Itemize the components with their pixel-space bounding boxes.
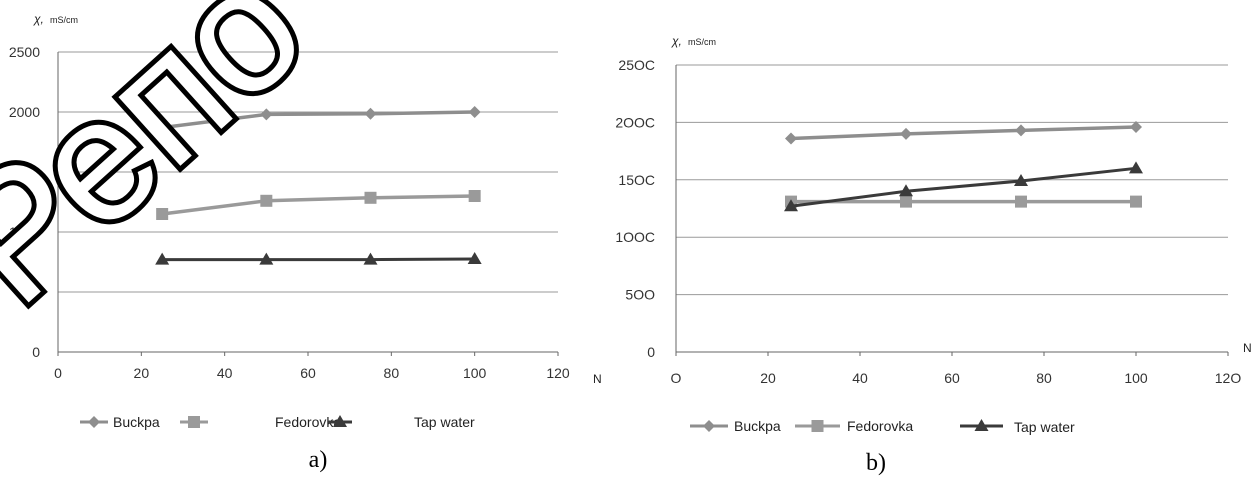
data-point-diamond-legend-0 <box>88 416 100 428</box>
data-point-diamond-2 <box>364 107 377 120</box>
x-tick-label: 100 <box>1124 370 1148 386</box>
watermark: Репо <box>0 0 345 345</box>
data-point-square-1 <box>260 194 273 207</box>
x-tick-label: 60 <box>944 370 960 386</box>
data-point-triangle-2 <box>1014 173 1028 186</box>
y-axis-symbol: χ, <box>33 12 44 26</box>
data-point-diamond-1 <box>900 127 912 140</box>
series-line-buckpa <box>790 125 1137 141</box>
figure-caption: a) <box>309 447 328 473</box>
data-point-square-2 <box>364 191 377 204</box>
x-tick-label: 40 <box>852 370 868 386</box>
x-tick-label: 20 <box>760 370 776 386</box>
y-tick-label: 25OC <box>618 57 655 73</box>
data-point-triangle-1 <box>259 252 274 265</box>
y-tick-label: 2500 <box>9 44 40 60</box>
x-tick-label: 12O <box>1215 370 1242 386</box>
data-point-triangle-0 <box>784 199 798 212</box>
y-axis-unit: mS/cm <box>50 15 78 25</box>
data-point-triangle-legend-2 <box>333 415 347 427</box>
data-point-triangle-3 <box>1129 161 1143 174</box>
legend-label: Fedorovka <box>275 414 341 430</box>
y-tick-label: 2OOC <box>615 114 655 130</box>
data-point-triangle-2 <box>363 252 378 265</box>
x-tick-label: 20 <box>134 365 150 381</box>
data-point-diamond-0 <box>156 121 169 134</box>
series-line-tap-water <box>790 166 1137 208</box>
x-tick-label: O <box>671 370 682 386</box>
y-tick-label: 0 <box>32 344 40 360</box>
legend-label: Tap water <box>1014 419 1075 435</box>
data-point-diamond-legend-0 <box>703 420 715 432</box>
data-point-square-0 <box>156 208 169 220</box>
legend-label: Buckpa <box>113 414 160 430</box>
data-point-triangle-legend-2 <box>974 419 989 431</box>
x-tick-label: 120 <box>546 365 570 381</box>
x-tick-label: 40 <box>217 365 233 381</box>
y-tick-label: 1OOC <box>615 229 655 245</box>
y-tick-label: 1000 <box>9 224 40 240</box>
chart-a: 0 500 1000 1500 2000 2500 0 20 40 60 80 100 120 χ, mS/… <box>9 12 602 473</box>
x-axis-label: N <box>1243 341 1252 355</box>
series-line-tap-water <box>162 257 475 262</box>
x-tick-label: 0 <box>54 365 62 381</box>
data-point-diamond-2 <box>1015 124 1027 137</box>
x-tick-label: 80 <box>1036 370 1052 386</box>
legend-label: Buckpa <box>734 418 781 434</box>
watermark-text: Репо <box>0 0 345 345</box>
y-tick-label: 2000 <box>9 104 40 120</box>
y-axis-symbol: χ, <box>671 34 682 48</box>
legend-label: Fedorovka <box>847 418 913 434</box>
data-point-diamond-3 <box>1130 120 1142 133</box>
data-point-triangle-0 <box>155 252 170 265</box>
y-tick-label: 0 <box>647 344 655 360</box>
x-tick-label: 100 <box>463 365 487 381</box>
data-point-diamond-3 <box>468 106 481 118</box>
y-tick-label: 1500 <box>9 164 40 180</box>
series-line-fedorovka <box>161 194 475 216</box>
data-point-square-3 <box>468 190 481 202</box>
x-tick-label: 60 <box>300 365 316 381</box>
legend-label: Tap water <box>414 414 475 430</box>
data-point-diamond-0 <box>785 132 797 145</box>
data-point-square-2 <box>1015 195 1027 208</box>
data-point-diamond-1 <box>260 108 273 121</box>
y-tick-label: 500 <box>17 284 41 300</box>
y-tick-label: 15OC <box>618 172 655 188</box>
chart-b: 0 5OO 1OOC 15OC 2OOC 25OC O 20 40 60 80 100 12O χ, mS/… <box>615 34 1251 476</box>
series-line-buckpa <box>161 110 475 130</box>
data-point-square-legend-1 <box>188 416 200 428</box>
data-point-triangle-3 <box>467 252 482 264</box>
y-tick-label: 5OO <box>625 287 655 303</box>
x-axis-label: N <box>593 372 602 386</box>
data-point-square-3 <box>1130 195 1142 208</box>
data-point-triangle-1 <box>899 184 913 197</box>
data-point-square-legend-1 <box>811 420 824 432</box>
x-tick-label: 80 <box>384 365 400 381</box>
figure-caption: b) <box>866 450 886 476</box>
y-axis-unit: mS/cm <box>688 37 716 47</box>
data-point-square-1 <box>900 195 912 208</box>
watermark-glyphs: Репо <box>0 0 340 340</box>
